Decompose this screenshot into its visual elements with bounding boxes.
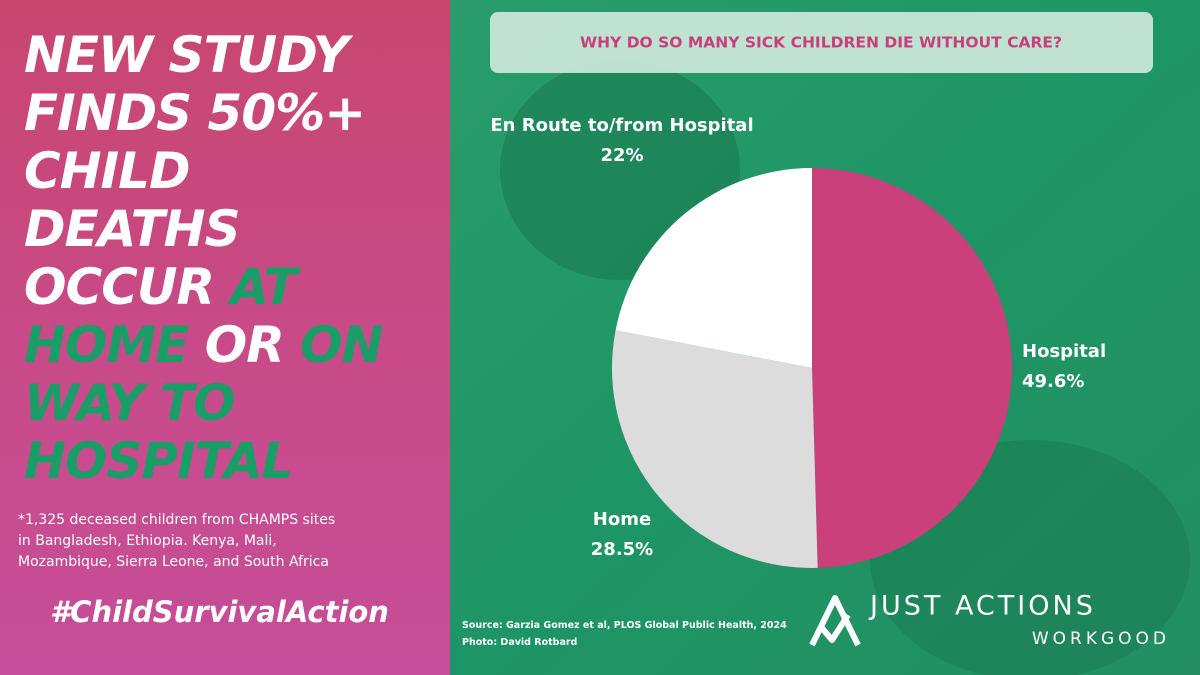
headline-line: CHILD (24, 142, 382, 200)
logo-line2: WORKGOOD (1032, 629, 1170, 649)
slice-label: En Route to/from Hospital (490, 115, 753, 136)
footnote-line: *1,325 deceased children from CHAMPS sit… (18, 512, 336, 528)
footnote: *1,325 deceased children from CHAMPS sit… (18, 510, 438, 573)
footnote-line: in Bangladesh, Ethiopia. Kenya, Mali, (18, 533, 277, 549)
title-box (490, 12, 1153, 73)
headline-line: WAY TO (24, 374, 382, 432)
chart-title: WHY DO SO MANY SICK CHILDREN DIE WITHOUT… (580, 34, 1062, 52)
headline-part: FINDS 50%+ (24, 84, 366, 142)
source: Source: Garzia Gomez et al, PLOS Global … (462, 620, 787, 631)
photo-credit: Photo: David Rotbard (462, 637, 577, 648)
pie-slice (615, 168, 812, 368)
headline-part: OR (204, 316, 285, 374)
headline-line: HOSPITAL (24, 432, 382, 490)
left-panel: NEW STUDY FINDS 50%+ CHILD DEATHS OCCUR AT HO… (0, 0, 450, 675)
headline-line: FINDS 50%+ (24, 84, 382, 142)
headline-part: HOSPITAL (24, 432, 293, 490)
slice-value-label: 49.6% (1022, 371, 1084, 392)
hashtag: #ChildSurvivalAction (50, 595, 389, 629)
chart: WHY DO SO MANY SICK CHILDREN DIE WITHOUT… (450, 0, 1200, 675)
headline-line: OCCUR AT (24, 258, 382, 316)
logo-line1: JUST ACTIONS (868, 591, 1096, 622)
headline-line: HOME OR ON (24, 316, 383, 374)
slice-value-label: 22% (600, 145, 643, 166)
footnote-line: Mozambique, Sierra Leone, and South Afri… (18, 554, 329, 570)
slice-value-label: 28.5% (591, 539, 653, 560)
logo-icon (809, 595, 861, 647)
headline-part: NEW STUDY (24, 26, 349, 84)
headline-part: DEATHS (24, 200, 241, 258)
headline-part: WAY TO (24, 374, 236, 432)
pie-slice (612, 330, 818, 568)
slice-label: Hospital (1022, 341, 1106, 362)
headline: NEW STUDY FINDS 50%+ CHILD DEATHS OCCUR AT HO… (24, 26, 383, 490)
headline-part: AT (230, 258, 297, 316)
headline-part: ON (300, 316, 383, 374)
pie: Hospital 49.6% Home 28.5% En Route to/from H… (490, 115, 1106, 568)
headline-part: CHILD (24, 142, 191, 200)
headline-part: OCCUR (24, 258, 215, 316)
headline-line: DEATHS (24, 200, 382, 258)
headline-line: NEW STUDY (24, 26, 382, 84)
headline-part: HOME (24, 316, 189, 374)
slice-label: Home (593, 509, 651, 530)
pie-slice (812, 168, 1013, 568)
